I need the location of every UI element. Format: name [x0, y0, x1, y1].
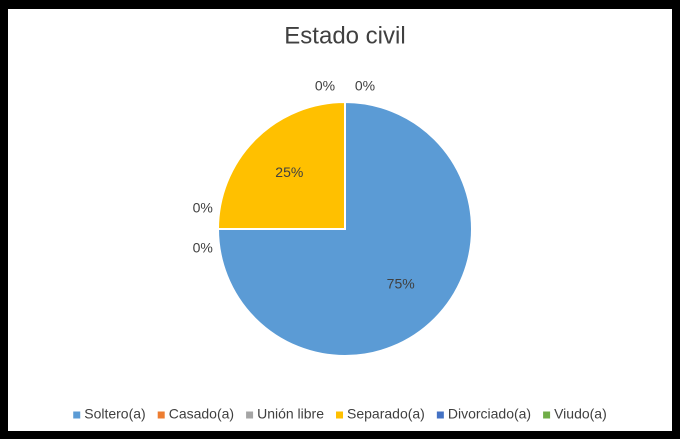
data-label: 0% [315, 77, 335, 93]
data-label: 75% [387, 275, 415, 291]
legend-label: Viudo(a) [554, 406, 607, 422]
legend-label: Casado(a) [169, 406, 234, 422]
legend-swatch [543, 411, 551, 419]
legend-swatch [436, 411, 444, 419]
legend-label: Separado(a) [347, 406, 425, 422]
data-label: 0% [193, 240, 213, 256]
legend-swatch [73, 411, 81, 419]
chart-area: Estado civil 75% 0% 0% 25% 0% 0% Soltero(a) Cas… [8, 9, 672, 431]
legend-label: Divorciado(a) [448, 406, 531, 422]
data-label: 0% [355, 77, 375, 93]
data-label: 0% [193, 200, 213, 216]
pie-slice [216, 100, 473, 357]
legend-swatch [246, 411, 254, 419]
pie-slice [216, 100, 346, 230]
chart: Estado civil 75% 0% 0% 25% 0% 0% Soltero(a) Cas… [73, 22, 607, 422]
legend-swatch [157, 411, 165, 419]
chart-title: Estado civil [284, 22, 405, 49]
legend-label: Unión libre [257, 406, 324, 422]
legend-label: Soltero(a) [84, 406, 145, 422]
data-label: 25% [275, 164, 303, 180]
legend-swatch [336, 411, 344, 419]
